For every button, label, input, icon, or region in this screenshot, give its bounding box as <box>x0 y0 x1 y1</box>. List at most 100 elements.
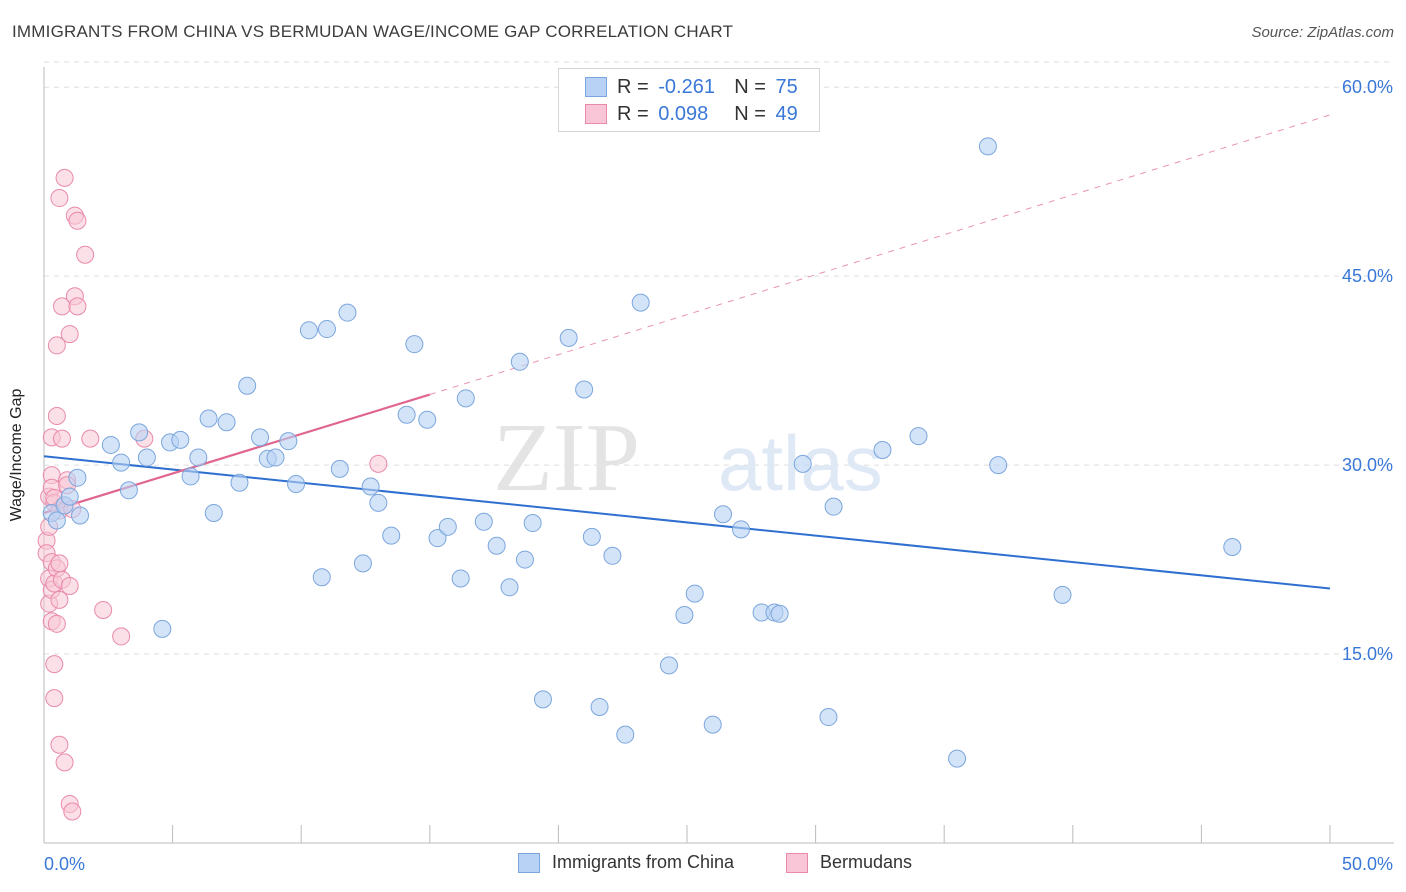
legend-r-label: R = <box>617 102 655 125</box>
china-point <box>230 473 249 492</box>
china-point <box>523 514 542 533</box>
china-point <box>590 697 609 716</box>
x-tick-label: 0.0% <box>44 854 85 874</box>
china-point <box>287 474 306 493</box>
y-tick-label: 15.0% <box>1342 644 1393 664</box>
china-point <box>153 619 172 638</box>
china-point <box>948 749 967 768</box>
bermuda-swatch <box>585 104 607 124</box>
china-point <box>112 453 131 472</box>
legend-r-value: -0.261 <box>658 75 715 98</box>
china-point <box>199 409 218 428</box>
china-point <box>616 725 635 744</box>
china-point <box>47 511 66 530</box>
china-point <box>685 584 704 603</box>
china-points <box>42 137 1242 768</box>
bermudans-point <box>47 336 66 355</box>
china-point <box>397 405 416 424</box>
legend-n-value: 49 <box>775 102 798 125</box>
china-point <box>130 423 149 442</box>
china-point <box>317 320 336 339</box>
china-point <box>631 293 650 312</box>
bermuda-legend-label: Bermudans <box>820 852 913 872</box>
china-legend-label: Immigrants from China <box>552 852 735 872</box>
china-point <box>382 526 401 545</box>
watermark: ZIP atlas <box>493 404 883 512</box>
china-point <box>60 487 79 506</box>
china-point <box>266 448 285 467</box>
bermudans-point <box>68 297 87 316</box>
china-point <box>119 481 138 500</box>
china-point <box>181 467 200 486</box>
bottom-legend-china: Immigrants from China <box>518 852 734 873</box>
china-point <box>251 428 270 447</box>
bottom-legend-bermuda: Bermudans <box>786 852 912 873</box>
china-point <box>361 477 380 496</box>
bermudans-point <box>45 655 64 674</box>
china-point <box>330 459 349 478</box>
china-point <box>238 376 257 395</box>
trend-lines <box>43 114 1331 590</box>
china-point <box>714 505 733 524</box>
china-point <box>405 335 424 354</box>
bermudans-point <box>55 168 74 187</box>
china-point <box>533 690 552 709</box>
china-point <box>474 512 493 531</box>
legend-r-value: 0.098 <box>658 102 709 125</box>
y-tick-label: 30.0% <box>1342 455 1393 475</box>
y-tick-label: 60.0% <box>1342 77 1393 97</box>
bermudans-point <box>50 735 69 754</box>
bermudans-point <box>60 325 79 344</box>
china-point <box>1223 537 1242 556</box>
correlation-legend: R = -0.261 N = 75 R = 0.098 N = 49 <box>558 68 820 132</box>
bermudans-point <box>55 753 74 772</box>
legend-row-china: R = -0.261 N = 75 <box>585 75 798 99</box>
china-point <box>338 303 357 322</box>
china-point <box>515 550 534 569</box>
y-tick-label: 45.0% <box>1342 266 1393 286</box>
china-point <box>909 427 928 446</box>
bermudans-point <box>94 600 113 619</box>
bermudans-point <box>81 429 100 448</box>
bermudans-point <box>50 554 69 573</box>
china-point <box>603 546 622 565</box>
china-point <box>438 517 457 536</box>
china-point <box>500 578 519 597</box>
bermudans-point <box>45 689 64 708</box>
legend-n-value: 75 <box>775 75 798 98</box>
china-point <box>703 715 722 734</box>
axes <box>43 67 1394 844</box>
china-legend-swatch <box>518 852 540 873</box>
china-point <box>582 527 601 546</box>
china-swatch <box>585 77 607 97</box>
china-point <box>312 568 331 587</box>
bermudans-point <box>60 577 79 596</box>
china-point <box>299 321 318 340</box>
bermudans-point <box>68 211 87 230</box>
china-point <box>873 440 892 459</box>
china-point <box>978 137 997 156</box>
grid-lines <box>44 61 1394 655</box>
legend-n-label: N = <box>734 102 772 125</box>
bermudans-point <box>50 590 69 609</box>
china-point <box>487 536 506 555</box>
china-point <box>171 430 190 449</box>
chart-title: IMMIGRANTS FROM CHINA VS BERMUDAN WAGE/I… <box>12 22 734 41</box>
bermudans-trend-extension <box>429 114 1331 396</box>
china-point <box>204 503 223 522</box>
china-point <box>369 493 388 512</box>
bermudans-point <box>63 802 82 821</box>
china-point <box>71 506 90 525</box>
legend-n-label: N = <box>734 75 772 98</box>
china-point <box>217 413 236 432</box>
china-point <box>279 432 298 451</box>
china-point <box>428 529 447 548</box>
china-point <box>559 328 578 347</box>
china-trend-line <box>43 455 1331 590</box>
china-point <box>68 468 87 487</box>
bermudans-points <box>37 168 388 821</box>
bermudans-point <box>76 245 95 264</box>
legend-row-bermuda: R = 0.098 N = 49 <box>585 102 798 126</box>
source-label: Source: ZipAtlas.com <box>1251 24 1394 41</box>
